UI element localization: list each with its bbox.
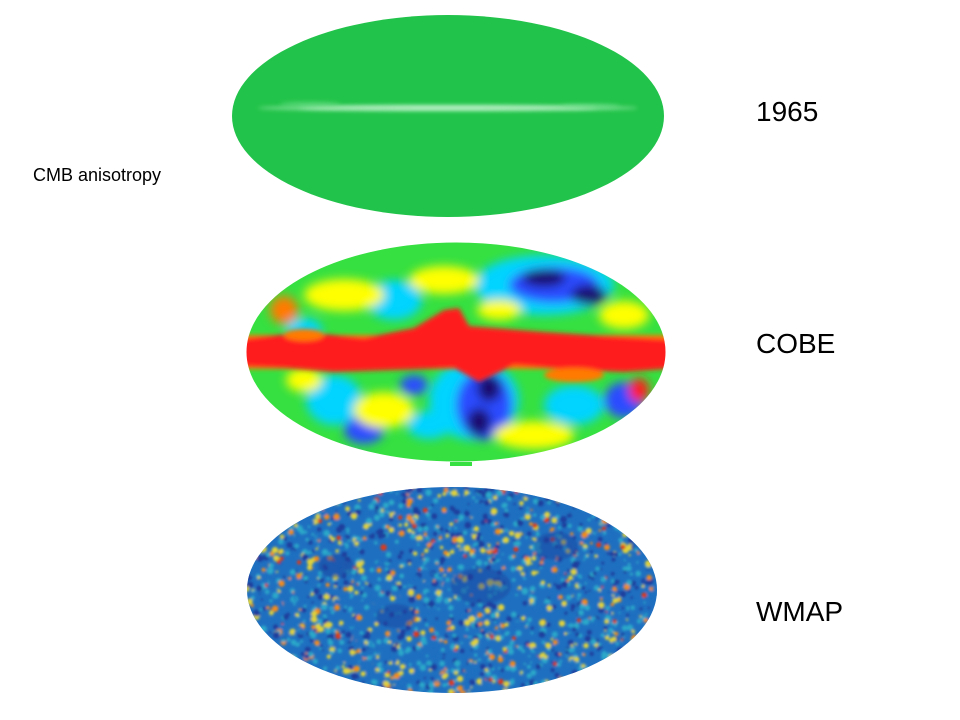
sky-map-wmap [247, 487, 657, 693]
slide-caption: CMB anisotropy [33, 165, 162, 185]
map-label-cobe: COBE [756, 328, 836, 359]
cobe-anisotropy-pattern [246, 255, 666, 449]
galactic-plane [246, 308, 666, 382]
map-label-1965: 1965 [756, 96, 819, 127]
map-label-wmap: WMAP [756, 596, 844, 627]
sky-map-1965-fill [232, 15, 664, 217]
sky-map-1965 [232, 15, 664, 217]
sky-map-cobe [245, 241, 667, 466]
